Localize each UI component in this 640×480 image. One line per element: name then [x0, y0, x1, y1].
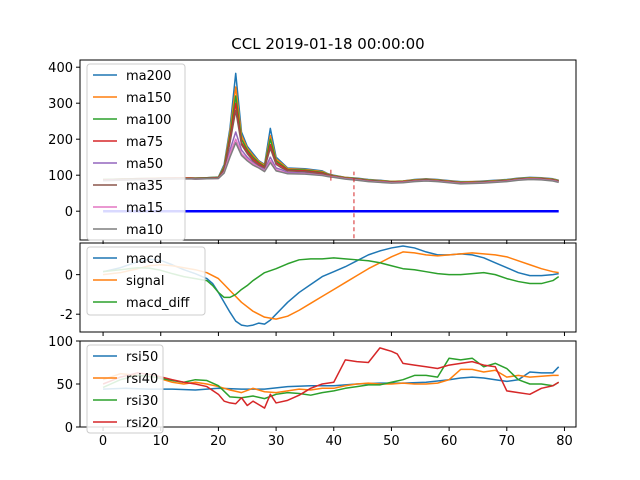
- y-tick-label: 400: [48, 61, 73, 76]
- legend-box: [86, 246, 206, 316]
- plot-area: [102, 347, 560, 409]
- legend-label-ma15: ma15: [126, 201, 163, 216]
- y-tick-label: 0: [65, 205, 73, 220]
- legend: macd signal macd_diff: [86, 246, 206, 316]
- x-tick-label: 40: [325, 434, 342, 449]
- legend-label-ma150: ma150: [126, 91, 171, 106]
- legend-label-rsi50: rsi50: [126, 350, 158, 365]
- legend: ma200 ma150 ma100 ma75 ma50 ma35 ma15 ma10: [86, 63, 186, 241]
- axes-frame: [79, 242, 577, 333]
- legend-label-rsi20: rsi20: [126, 416, 158, 431]
- y-tick-label: 0: [65, 269, 73, 284]
- legend-label-rsi40: rsi40: [126, 372, 158, 387]
- legend-label-ma10: ma10: [126, 223, 163, 238]
- y-tick-label: 100: [48, 335, 73, 350]
- legend-label-macd: macd: [126, 252, 162, 267]
- x-tick-label: 20: [210, 434, 227, 449]
- legend-label-ma75: ma75: [126, 135, 163, 150]
- series-line-rsi30: [102, 357, 560, 400]
- axes-frame: [79, 59, 577, 241]
- legend-label-ma35: ma35: [126, 179, 163, 194]
- legend-box: [86, 63, 186, 241]
- x-tick-label: 30: [268, 434, 285, 449]
- y-tick-label: -2: [60, 308, 73, 323]
- macd-panel: -2 0 macd signal macd_diff: [60, 242, 577, 336]
- x-tick-label: 80: [556, 434, 573, 449]
- legend-label-ma100: ma100: [126, 113, 171, 128]
- series-line-rsi40: [102, 368, 559, 394]
- series-line-rsi50: [103, 366, 560, 391]
- legend-label-rsi30: rsi30: [126, 394, 158, 409]
- x-tick-label: 50: [383, 434, 400, 449]
- x-tick-label: 10: [152, 434, 169, 449]
- y-tick-label: 100: [48, 169, 73, 184]
- series-line-rsi20: [102, 347, 560, 409]
- y-tick-label: 200: [48, 133, 73, 148]
- x-tick-label: 0: [99, 434, 107, 449]
- moving-average-panel: 0 100 200 300 400 ma200 ma150 ma100 ma75 ma50 ma35…: [48, 59, 577, 244]
- legend-box: [86, 344, 164, 434]
- legend: rsi50 rsi40 rsi30 rsi20: [86, 344, 164, 434]
- plot-area: [103, 72, 559, 239]
- y-tick-label: 50: [56, 378, 73, 393]
- y-tick-label: 300: [48, 97, 73, 112]
- x-tick-label: 70: [499, 434, 516, 449]
- y-tick-label: 0: [65, 421, 73, 436]
- legend-label-ma50: ma50: [126, 157, 163, 172]
- legend-label-macd_diff: macd_diff: [126, 296, 190, 311]
- legend-label-ma200: ma200: [126, 69, 171, 84]
- series-line-ma10: [103, 142, 559, 185]
- chart-title: CCL 2019-01-18 00:00:00: [231, 35, 424, 53]
- x-tick-label: 60: [441, 434, 458, 449]
- legend-label-signal: signal: [126, 274, 164, 289]
